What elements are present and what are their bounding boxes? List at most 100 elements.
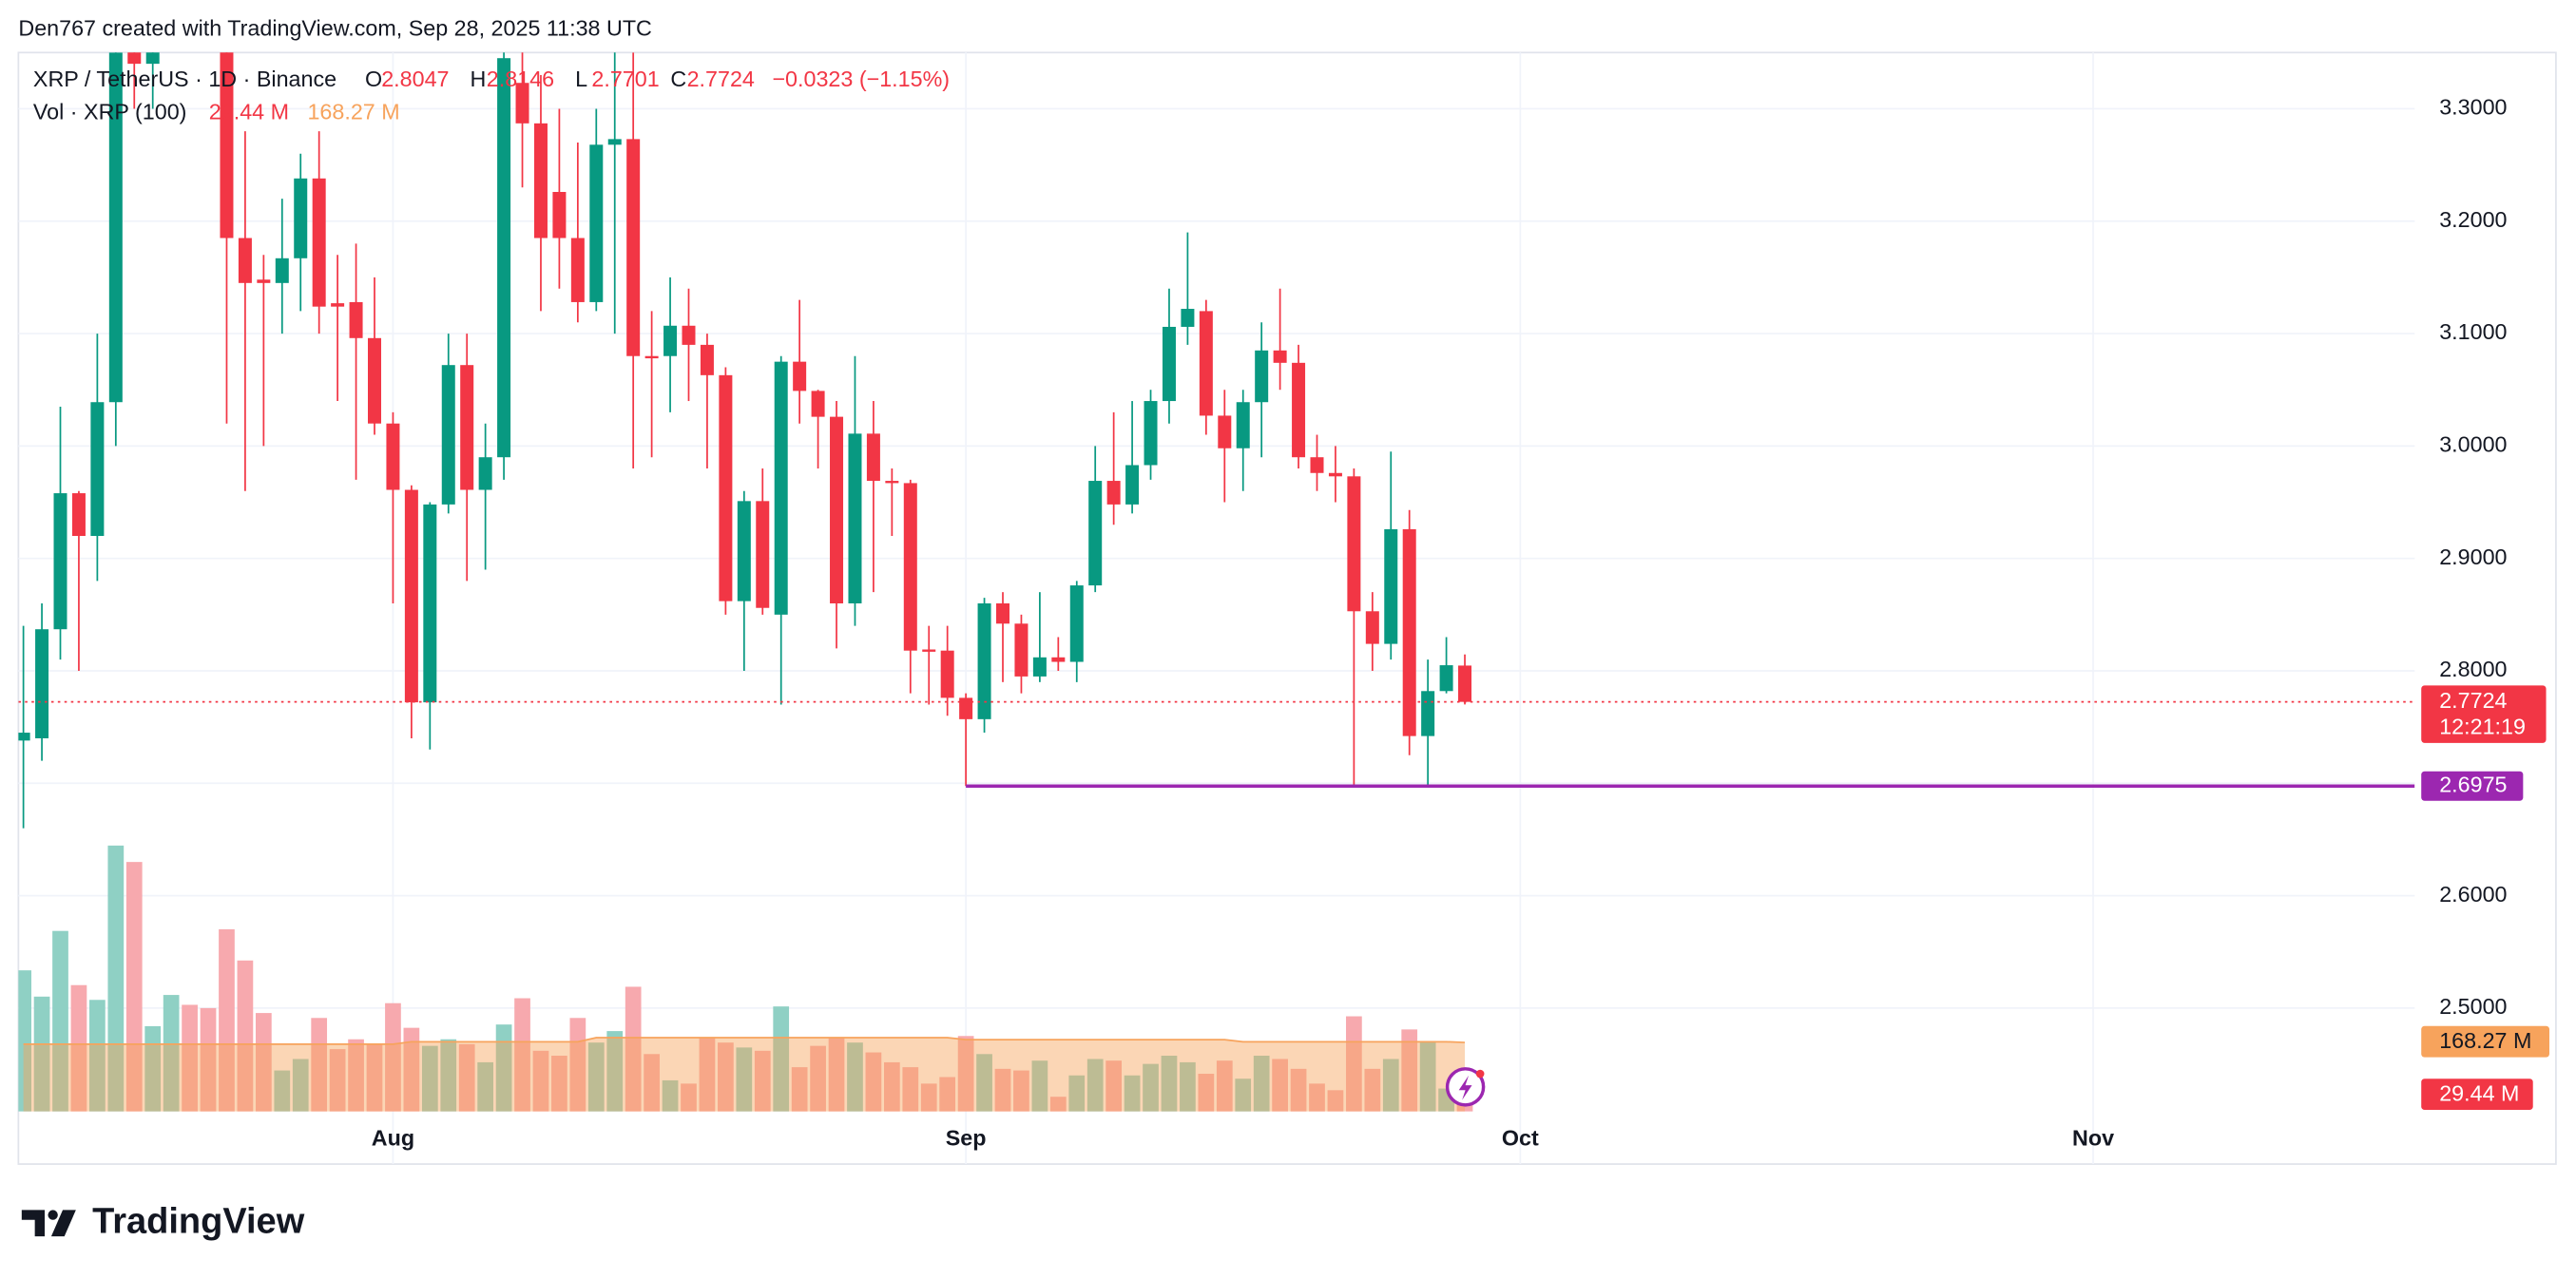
overlay: 2.50002.60002.70002.80002.90003.00003.10…: [372, 95, 2549, 1150]
volume-bar: [514, 998, 530, 1112]
candle-body: [349, 301, 363, 338]
volume-bar: [163, 995, 180, 1112]
candle-body: [1421, 691, 1435, 736]
volume-bar: [385, 1002, 401, 1112]
volume-bar: [551, 1056, 567, 1112]
candle-body: [977, 603, 991, 719]
candle-body: [238, 238, 252, 283]
volume-bar: [1272, 1059, 1288, 1112]
candle-body: [423, 504, 437, 703]
volume-bar: [718, 1042, 734, 1112]
candle-body: [793, 361, 807, 391]
candle-body: [1032, 657, 1047, 677]
volume-bar: [791, 1067, 808, 1112]
y-tick-label: 3.2000: [2439, 207, 2507, 232]
candle-body: [90, 402, 105, 537]
brand-logo: [21, 1210, 76, 1237]
volume-bar: [274, 1070, 291, 1112]
volume-bar: [773, 1006, 790, 1112]
volume-bar: [939, 1077, 956, 1112]
credit: Den767 created with TradingView.com, Sep…: [18, 15, 652, 40]
x-tick-label: Aug: [372, 1125, 414, 1150]
candle-body: [885, 481, 899, 484]
candle-body: [108, 52, 123, 403]
y-tick-label: 2.9000: [2439, 544, 2507, 569]
candle-body: [1069, 585, 1084, 662]
candle-body: [811, 391, 825, 417]
candle-body: [1162, 326, 1176, 402]
candle-body: [996, 603, 1009, 624]
candle-body: [959, 697, 973, 719]
chart-frame: [17, 51, 2557, 1165]
volume-ma-area: [23, 1038, 1466, 1112]
grid: [18, 52, 2415, 1165]
volume-bar: [1105, 1060, 1123, 1112]
candle-body: [275, 258, 289, 283]
candle-body: [515, 83, 529, 124]
candle-body: [127, 52, 142, 65]
x-tick-label: Nov: [2072, 1125, 2114, 1150]
candle-body: [1347, 476, 1361, 612]
volume-bar: [828, 1038, 845, 1112]
candle-body: [1292, 362, 1306, 458]
candle-body: [71, 493, 86, 537]
volume-bar: [1401, 1029, 1418, 1112]
volume-bar: [1198, 1074, 1215, 1112]
volume-bar: [219, 928, 235, 1112]
volume-bar: [1068, 1075, 1086, 1112]
candle-body: [1439, 665, 1453, 692]
volume-bar: [1049, 1097, 1067, 1112]
volume-bar: [754, 1050, 771, 1112]
legend-symbol: XRP / TetherUS · 1D · Binance: [33, 67, 336, 91]
candle-body: [1402, 528, 1416, 736]
candle-body: [607, 139, 622, 145]
legend-high: 2.8146: [487, 67, 554, 91]
y-tick-label: 2.6000: [2439, 882, 2507, 907]
volume-bar: [865, 1052, 882, 1112]
candle-body: [552, 191, 567, 239]
volume-bar: [1419, 1040, 1436, 1112]
volume-bar: [1124, 1075, 1141, 1112]
legend-change: −0.0323 (−1.15%): [772, 67, 950, 91]
volume-bar: [255, 1013, 272, 1112]
candle-body: [589, 144, 604, 302]
candle-body: [404, 489, 418, 703]
y-tick-label: 2.8000: [2439, 657, 2507, 681]
volume-bar: [1235, 1079, 1252, 1112]
legend-open: 2.8047: [381, 67, 449, 91]
candle-body: [1014, 623, 1028, 677]
volume-bar: [847, 1042, 863, 1112]
candle-body: [1384, 528, 1398, 644]
volume-bar: [18, 970, 31, 1112]
volume-bar: [736, 1047, 753, 1112]
volume-bar: [957, 1036, 974, 1112]
volume-bar: [699, 1038, 716, 1112]
volume-bar: [1327, 1090, 1344, 1112]
volume-bar: [329, 1049, 346, 1112]
countdown: 12:21:19: [2439, 714, 2526, 738]
volume-bar: [532, 1050, 549, 1112]
candle-body: [848, 433, 862, 604]
volume-bar: [994, 1068, 1011, 1112]
legend-volume: Vol · XRP (100): [33, 99, 187, 124]
candle-body: [1181, 309, 1195, 327]
legend-o: O: [365, 67, 382, 91]
x-tick-label: Oct: [1502, 1125, 1539, 1150]
candle-body: [1365, 611, 1379, 644]
volume-bar: [1013, 1070, 1029, 1112]
volume-bar: [976, 1054, 992, 1112]
volume-bar: [662, 1079, 679, 1112]
volume-bar: [681, 1083, 697, 1112]
volume-bar: [366, 1043, 383, 1112]
volume-bar: [1143, 1063, 1159, 1112]
volume-bar: [606, 1031, 624, 1112]
candle-body: [644, 355, 659, 359]
candle-body: [497, 58, 511, 458]
candle-body: [18, 733, 30, 741]
candle-body: [700, 344, 714, 375]
candle-body: [478, 457, 492, 490]
y-tick-label: 3.3000: [2439, 95, 2507, 120]
volume-bar: [311, 1018, 328, 1112]
